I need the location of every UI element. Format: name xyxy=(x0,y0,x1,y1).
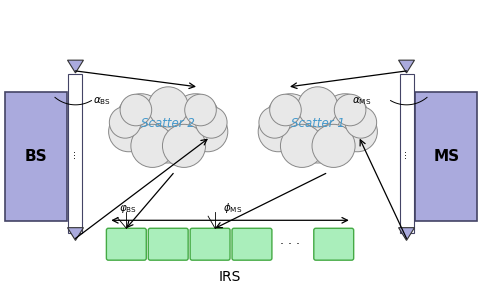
Circle shape xyxy=(117,94,165,141)
Text: BS: BS xyxy=(24,149,47,164)
Circle shape xyxy=(172,94,219,141)
Circle shape xyxy=(148,87,188,127)
Text: ···: ··· xyxy=(70,149,80,158)
Circle shape xyxy=(269,94,301,126)
Polygon shape xyxy=(67,228,83,240)
FancyBboxPatch shape xyxy=(415,92,477,221)
FancyBboxPatch shape xyxy=(190,228,230,260)
Circle shape xyxy=(131,124,174,167)
Circle shape xyxy=(312,124,355,167)
Circle shape xyxy=(335,94,366,126)
FancyBboxPatch shape xyxy=(314,228,354,260)
Circle shape xyxy=(258,111,298,152)
FancyBboxPatch shape xyxy=(232,228,272,260)
Circle shape xyxy=(267,94,314,141)
Polygon shape xyxy=(67,60,83,73)
Circle shape xyxy=(185,94,216,126)
Circle shape xyxy=(187,111,228,152)
FancyBboxPatch shape xyxy=(5,92,67,221)
FancyBboxPatch shape xyxy=(107,228,146,260)
Text: Scatter 2: Scatter 2 xyxy=(141,117,195,130)
Circle shape xyxy=(298,87,338,127)
FancyBboxPatch shape xyxy=(148,228,188,260)
Circle shape xyxy=(283,94,352,163)
Circle shape xyxy=(281,124,323,167)
Polygon shape xyxy=(399,228,415,240)
FancyBboxPatch shape xyxy=(400,74,414,233)
Circle shape xyxy=(321,94,369,141)
Text: $\alpha_{\mathrm{MS}}$: $\alpha_{\mathrm{MS}}$ xyxy=(352,95,371,107)
Circle shape xyxy=(162,124,205,167)
Text: $\phi_{\mathrm{MS}}$: $\phi_{\mathrm{MS}}$ xyxy=(223,201,242,215)
Text: · · ·: · · · xyxy=(280,238,300,251)
Circle shape xyxy=(120,94,152,126)
Circle shape xyxy=(134,94,202,163)
Text: Scatter 1: Scatter 1 xyxy=(291,117,345,130)
Circle shape xyxy=(337,111,377,152)
Circle shape xyxy=(109,107,141,138)
Text: $\varphi_{\mathrm{BS}}$: $\varphi_{\mathrm{BS}}$ xyxy=(120,203,137,215)
Text: IRS: IRS xyxy=(219,270,241,284)
FancyBboxPatch shape xyxy=(68,74,82,233)
Text: MS: MS xyxy=(433,149,459,164)
Circle shape xyxy=(108,111,149,152)
Text: ···: ··· xyxy=(402,149,412,158)
Circle shape xyxy=(345,107,376,138)
Text: $\alpha_{\mathrm{BS}}$: $\alpha_{\mathrm{BS}}$ xyxy=(94,95,111,107)
Polygon shape xyxy=(399,60,415,73)
Circle shape xyxy=(196,107,227,138)
Circle shape xyxy=(259,107,291,138)
